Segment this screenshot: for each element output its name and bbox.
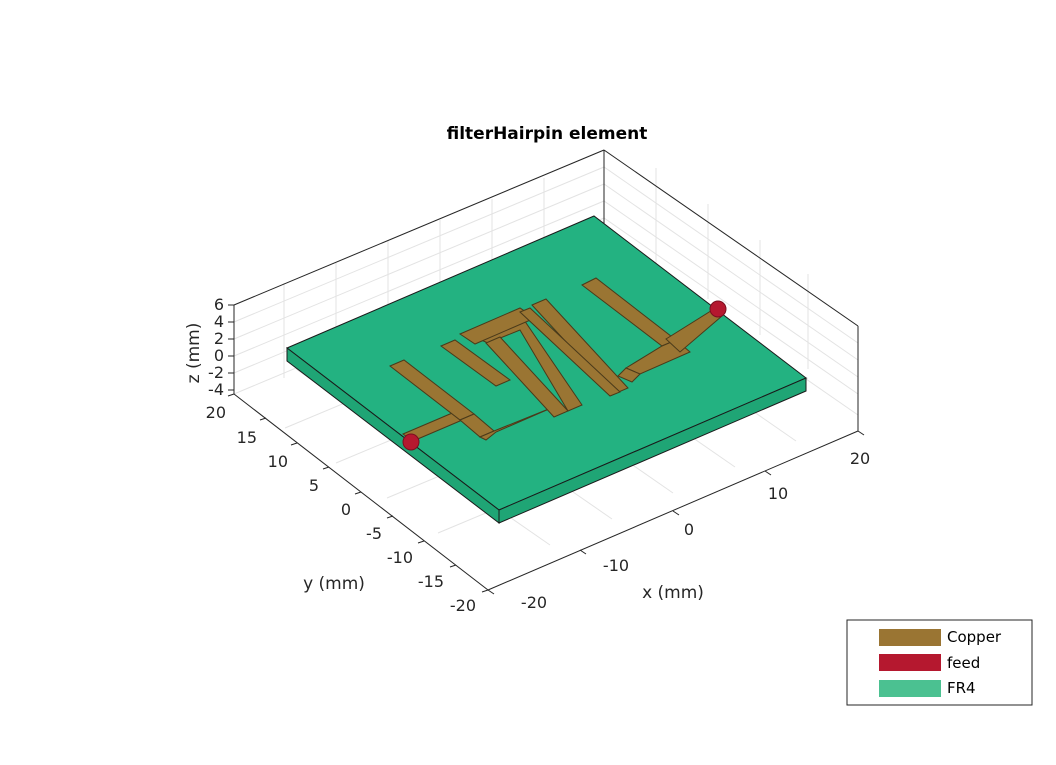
y-tick-label: -15 [418,572,444,591]
y-tick-label: -20 [450,596,476,615]
z-tick-label: 6 [214,295,224,314]
x-tick-label: 20 [850,449,870,468]
x-tick-label: 10 [768,484,788,503]
figure-title: filterHairpin element [447,124,648,144]
feed-point-output [709,300,727,318]
copper-traces [389,277,723,442]
x-tick-label: -20 [521,593,547,612]
z-tick-label: 4 [214,312,224,331]
z-tick-label: -2 [208,363,224,382]
hairpin-2-left-arm [439,339,512,387]
y-tick-label: 10 [268,452,288,471]
z-tick-label: -4 [208,380,224,399]
y-tick-label: 0 [341,500,351,519]
hairpin-2-bottom [478,405,557,441]
hairpin-2-arm-right [485,336,569,418]
y-tick-label: 5 [309,476,319,495]
legend-swatch-copper [879,629,941,646]
z-tick-label: 0 [214,346,224,365]
legend-label-fr4: FR4 [947,679,976,697]
hairpin-3-arm-a [519,307,621,397]
feed-point-input [402,433,420,451]
y-tick-label: 15 [237,428,257,447]
x-axis-label: x (mm) [642,583,704,603]
legend-swatch-feed [879,654,941,671]
x-tick-label: 0 [684,520,694,539]
feed-points [402,300,727,451]
x-axis: -20 -10 0 10 20 x (mm) [487,430,870,612]
y-axis: 20 15 10 5 0 -5 -10 -15 -20 y (mm) [206,393,489,615]
z-tick-label: 2 [214,329,224,348]
z-axis: -4 -2 0 2 4 6 z (mm) [184,295,234,399]
legend: Copper feed FR4 [846,619,1033,706]
y-tick-label: -10 [387,548,413,567]
x-tick-label: -10 [603,556,629,575]
y-tick-label: 20 [206,403,226,422]
z-axis-label: z (mm) [184,323,204,384]
legend-label-copper: Copper [947,628,1002,646]
legend-swatch-fr4 [879,680,941,697]
hairpin-4-base [617,367,641,383]
substrate-right-face [498,377,807,524]
y-tick-label: -5 [366,524,382,543]
y-axis-label: y (mm) [303,574,365,594]
legend-label-feed: feed [947,654,980,672]
